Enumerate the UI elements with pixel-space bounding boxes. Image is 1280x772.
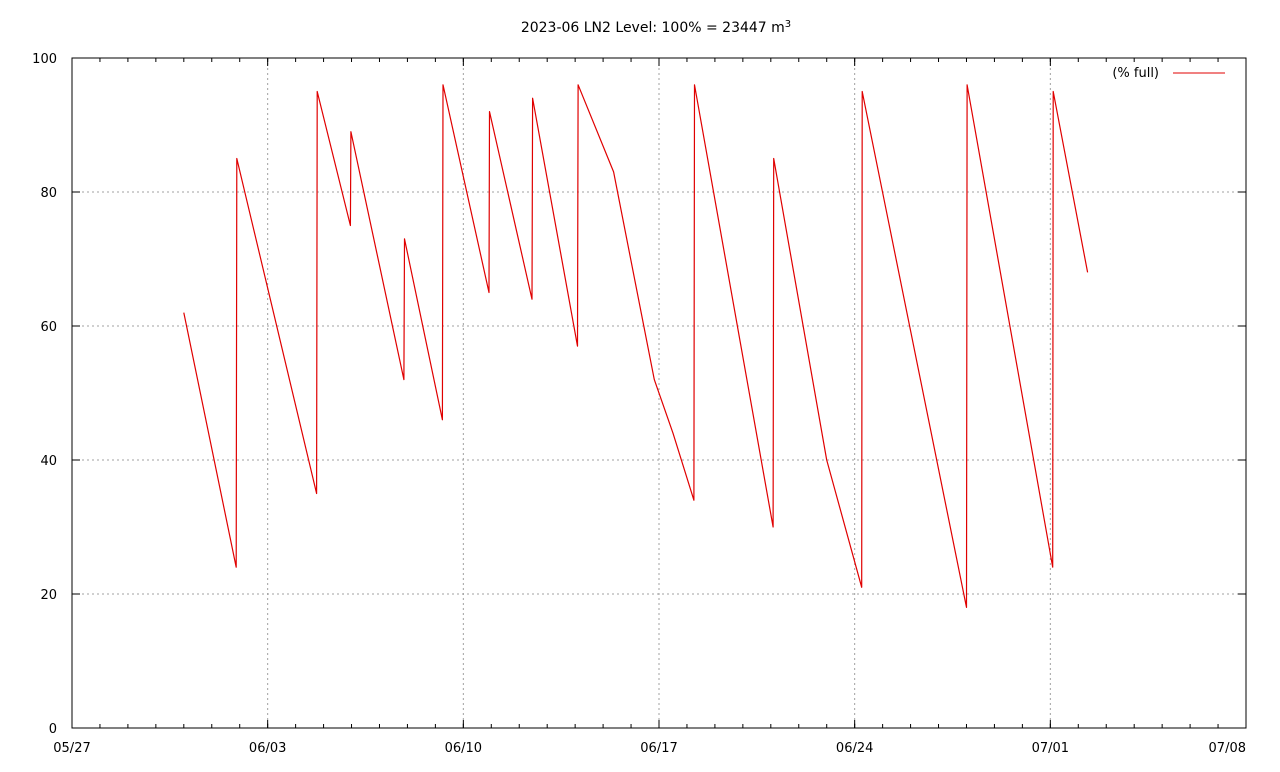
series-line bbox=[183, 84, 1089, 609]
x-tick-label: 06/03 bbox=[249, 741, 286, 756]
y-tick-label: 20 bbox=[40, 588, 57, 603]
x-tick-label: 06/24 bbox=[836, 741, 873, 756]
y-tick-label: 40 bbox=[40, 454, 57, 469]
y-tick-label: 80 bbox=[40, 186, 57, 201]
chart-title: 2023-06 LN2 Level: 100% = 23447 m3 bbox=[521, 19, 791, 37]
tick-labels: 0 20 40 60 80 100 05/27 06/03 06/10 06/17 06/24 07/… bbox=[32, 52, 1246, 756]
x-tick-label: 07/08 bbox=[1209, 741, 1246, 756]
x-tick-label: 06/10 bbox=[445, 741, 482, 756]
plot-frame bbox=[71, 57, 1247, 729]
y-tick-label: 60 bbox=[40, 320, 57, 335]
chart-title-main: 2023-06 LN2 Level: 100% = 23447 m bbox=[521, 20, 785, 36]
legend-label: (% full) bbox=[1112, 66, 1159, 81]
y-tick-label: 100 bbox=[32, 52, 57, 67]
series-layer bbox=[183, 84, 1089, 609]
y-tick-label: 0 bbox=[49, 722, 57, 737]
x-tick-label: 06/17 bbox=[640, 741, 677, 756]
x-tick-label: 07/01 bbox=[1032, 741, 1069, 756]
x-tick-label: 05/27 bbox=[53, 741, 90, 756]
chart-title-superscript: 3 bbox=[785, 19, 791, 30]
legend: (% full) bbox=[1112, 66, 1225, 81]
